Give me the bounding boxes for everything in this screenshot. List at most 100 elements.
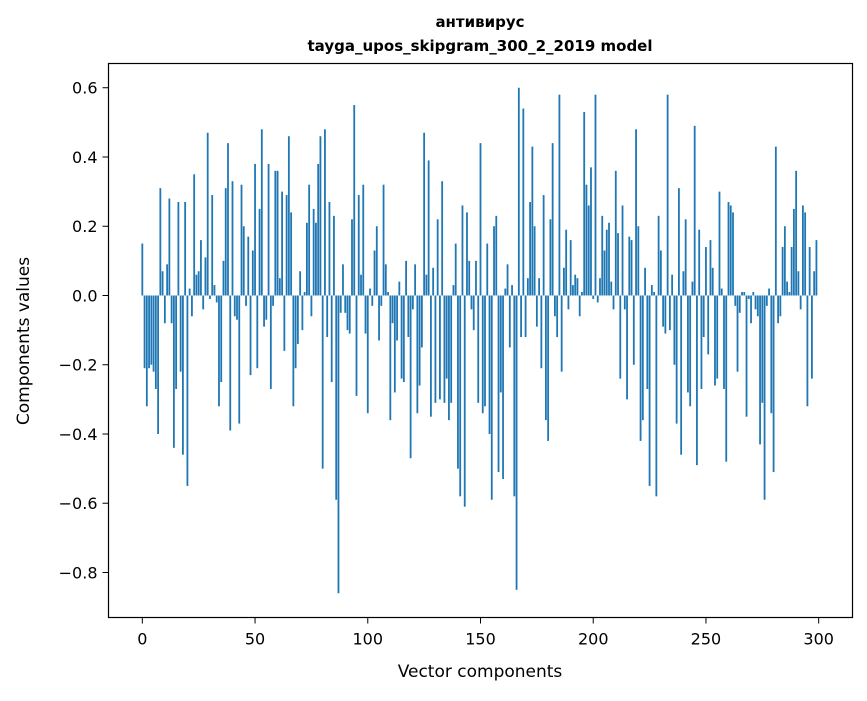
bar-231 xyxy=(662,295,665,327)
bar-77 xyxy=(315,222,317,296)
bar-280 xyxy=(772,295,775,473)
bar-49 xyxy=(251,250,254,296)
bar-23 xyxy=(193,174,196,296)
bar-19 xyxy=(184,202,187,296)
bar-153 xyxy=(486,243,489,296)
bar-80 xyxy=(321,295,324,469)
bar-173 xyxy=(531,146,534,296)
bar-87 xyxy=(337,295,340,594)
x-tick-label: 250 xyxy=(691,630,722,649)
bar-22 xyxy=(191,295,193,317)
bar-120 xyxy=(411,295,414,310)
bar-48 xyxy=(249,295,252,376)
bar-10 xyxy=(163,295,166,324)
bar-18 xyxy=(182,295,184,455)
bar-279 xyxy=(770,295,773,414)
bar-62 xyxy=(281,191,283,296)
bar-195 xyxy=(581,292,583,296)
bar-206 xyxy=(605,229,608,296)
bar-137 xyxy=(450,295,453,403)
bar-291 xyxy=(797,271,800,296)
bar-281 xyxy=(774,146,777,296)
bar-289 xyxy=(792,208,795,296)
bar-109 xyxy=(387,292,389,296)
x-tick-label: 50 xyxy=(245,630,265,649)
bar-261 xyxy=(729,205,732,296)
bar-256 xyxy=(718,191,721,296)
bar-188 xyxy=(565,229,568,296)
bar-5 xyxy=(152,295,155,372)
bar-67 xyxy=(292,295,295,407)
x-tick-label: 150 xyxy=(465,630,496,649)
bar-16 xyxy=(177,202,180,296)
bar-79 xyxy=(319,136,322,296)
bar-104 xyxy=(375,226,378,296)
bar-245 xyxy=(693,125,696,296)
bar-85 xyxy=(333,215,335,296)
bar-192 xyxy=(574,274,577,296)
bar-241 xyxy=(684,219,687,296)
x-tick-label: 300 xyxy=(803,630,834,649)
bar-124 xyxy=(420,295,423,348)
bar-143 xyxy=(463,295,466,507)
bar-200 xyxy=(592,295,595,299)
bar-6 xyxy=(154,295,157,389)
bar-181 xyxy=(549,219,552,296)
bar-273 xyxy=(756,295,759,317)
bar-226 xyxy=(650,285,653,296)
bar-282 xyxy=(777,295,779,324)
bar-140 xyxy=(457,295,459,469)
bar-110 xyxy=(389,295,392,421)
bar-141 xyxy=(459,295,462,497)
bar-167 xyxy=(517,87,520,296)
bar-265 xyxy=(738,295,741,313)
bar-232 xyxy=(664,295,667,334)
bar-139 xyxy=(454,243,457,296)
bar-258 xyxy=(723,295,725,389)
bar-97 xyxy=(360,274,362,296)
bar-220 xyxy=(637,226,640,296)
bar-107 xyxy=(382,184,385,296)
bar-244 xyxy=(691,281,694,296)
bar-102 xyxy=(371,295,374,306)
bar-214 xyxy=(623,295,626,310)
bar-28 xyxy=(204,257,207,296)
bar-287 xyxy=(788,292,791,296)
bar-218 xyxy=(632,295,635,365)
bar-262 xyxy=(732,212,734,296)
bar-248 xyxy=(700,295,703,389)
bar-128 xyxy=(430,295,432,417)
bar-204 xyxy=(601,215,604,296)
bar-216 xyxy=(628,236,631,296)
bar-9 xyxy=(161,271,164,296)
bar-130 xyxy=(434,295,437,403)
bar-285 xyxy=(783,226,786,296)
bar-35 xyxy=(220,295,223,383)
bar-29 xyxy=(206,132,209,296)
bar-81 xyxy=(324,129,326,296)
bar-135 xyxy=(445,295,448,379)
bar-177 xyxy=(540,295,543,369)
bar-197 xyxy=(585,184,588,296)
bar-57 xyxy=(269,295,272,389)
bar-68 xyxy=(294,295,297,369)
bar-203 xyxy=(599,278,601,296)
bar-138 xyxy=(452,285,455,296)
bar-44 xyxy=(240,184,243,296)
bar-290 xyxy=(795,170,798,296)
bar-246 xyxy=(696,295,698,466)
bar-31 xyxy=(211,195,214,296)
bar-118 xyxy=(407,295,410,338)
bar-294 xyxy=(804,212,807,296)
bar-239 xyxy=(680,295,683,455)
bar-55 xyxy=(265,295,268,320)
bar-159 xyxy=(499,295,502,393)
bar-162 xyxy=(506,264,509,296)
bar-145 xyxy=(468,260,471,296)
bar-64 xyxy=(285,195,288,296)
bar-277 xyxy=(765,295,768,306)
bar-154 xyxy=(488,295,491,434)
bar-227 xyxy=(653,292,655,296)
bar-15 xyxy=(175,295,178,389)
bar-121 xyxy=(414,264,417,296)
